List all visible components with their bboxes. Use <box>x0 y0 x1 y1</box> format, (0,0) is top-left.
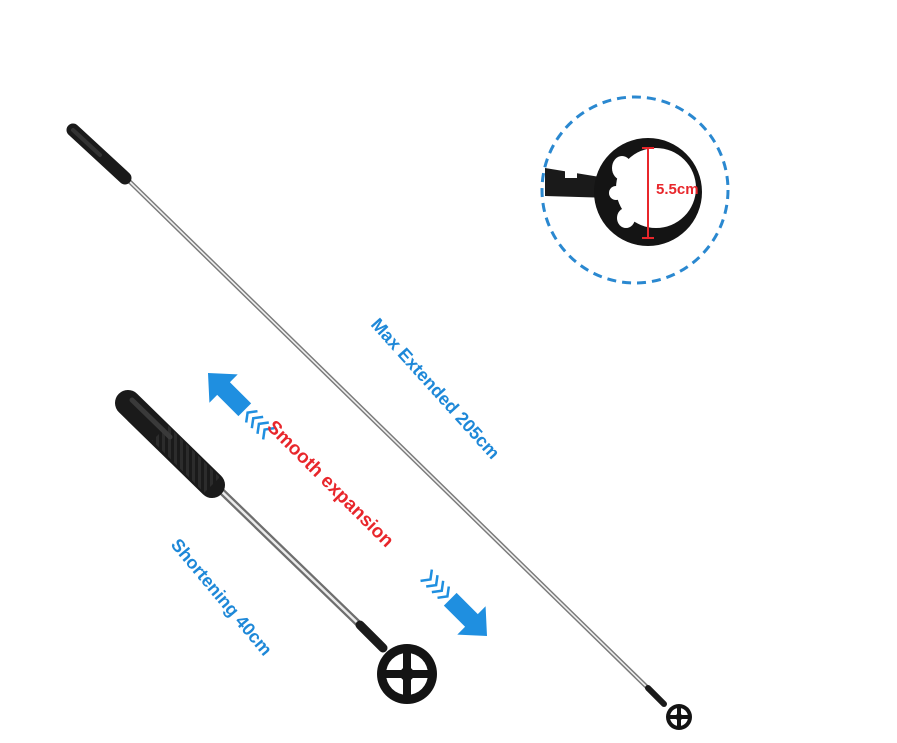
max-extended-label: Max Extended 205cm <box>367 314 504 463</box>
head-detail-callout: 5.5cm <box>540 95 730 285</box>
smooth-expansion-label: Smooth expansion <box>262 417 397 552</box>
shortened-handle <box>115 390 225 498</box>
extended-ball-head <box>666 704 692 730</box>
arrow-up-left-icon <box>208 373 275 440</box>
shortening-label: Shortening 40cm <box>167 535 276 660</box>
head-diameter-label: 5.5cm <box>656 181 699 198</box>
extended-handle <box>66 123 132 185</box>
arrow-down-right-icon <box>420 569 487 636</box>
shortened-ball-head <box>377 644 437 704</box>
extended-retriever <box>66 123 692 730</box>
shortened-retriever <box>115 390 437 704</box>
